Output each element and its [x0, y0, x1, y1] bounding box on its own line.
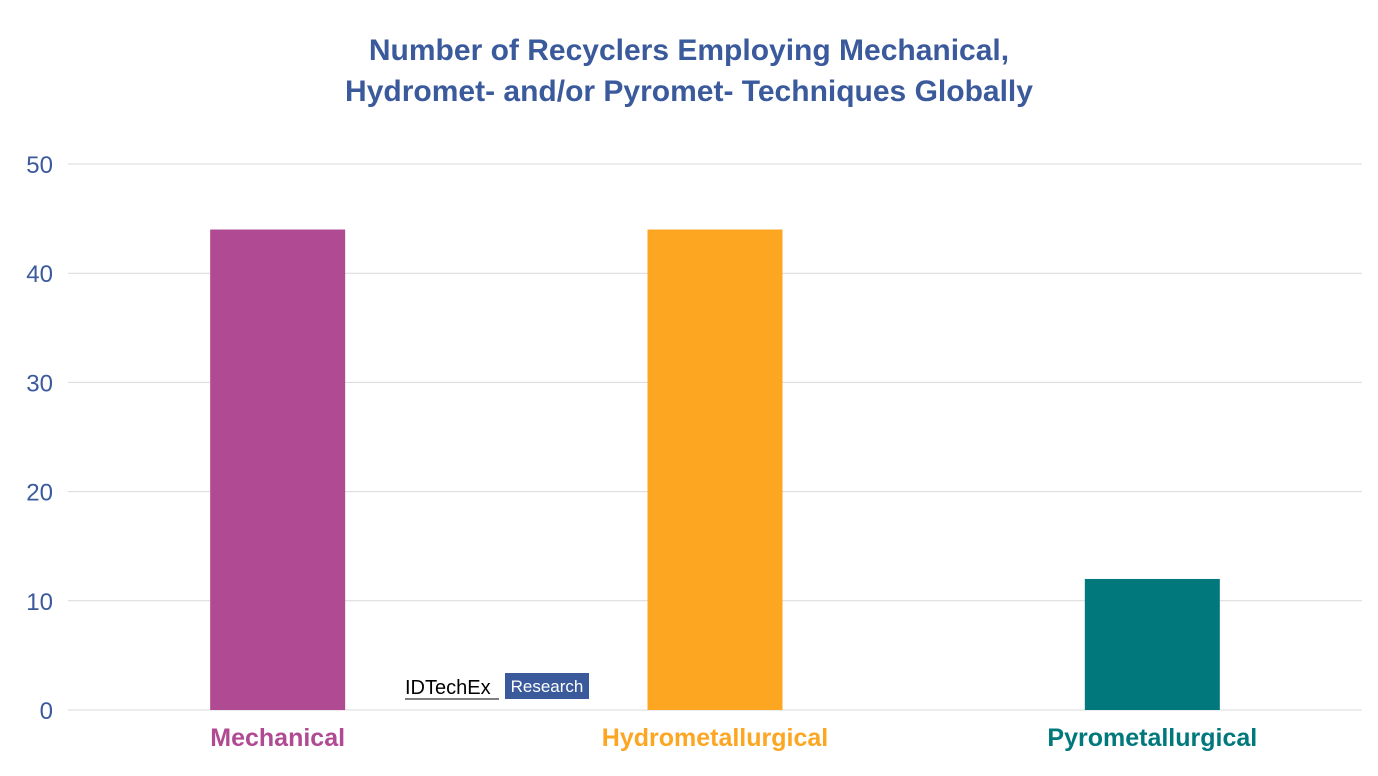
- y-tick-label-50: 50: [26, 152, 53, 179]
- y-tick-label-40: 40: [26, 261, 53, 288]
- bar-pyrometallurgical: [1084, 578, 1220, 710]
- y-tick-label-10: 10: [26, 589, 53, 616]
- logo-tag: Research: [511, 677, 584, 696]
- category-label-hydrometallurgical: Hydrometallurgical: [602, 724, 828, 752]
- x-axis-categories: Mechanical Hydrometallurgical Pyrometallur…: [210, 724, 1257, 752]
- idtechex-logo: IDTechEx Research: [405, 673, 589, 700]
- category-label-pyrometallurgical: Pyrometallurgical: [1047, 724, 1257, 752]
- bars: [210, 229, 1220, 710]
- chart-title-line-1: Number of Recyclers Employing Mechanical…: [369, 34, 1009, 67]
- category-label-mechanical: Mechanical: [210, 724, 345, 752]
- logo-tag-box: [505, 673, 589, 699]
- bar-hydrometallurgical: [647, 229, 783, 710]
- chart-title-line-2: Hydromet- and/or Pyromet- Techniques Glo…: [345, 75, 1033, 108]
- bar-mechanical: [210, 229, 346, 710]
- y-tick-label-30: 30: [26, 370, 53, 397]
- logo-name: IDTechEx: [405, 677, 491, 699]
- y-axis-ticks: 0 10 20 30 40 50: [26, 152, 53, 725]
- y-tick-label-0: 0: [40, 698, 53, 725]
- chart-title: Number of Recyclers Employing Mechanical…: [345, 34, 1033, 108]
- y-tick-label-20: 20: [26, 480, 53, 507]
